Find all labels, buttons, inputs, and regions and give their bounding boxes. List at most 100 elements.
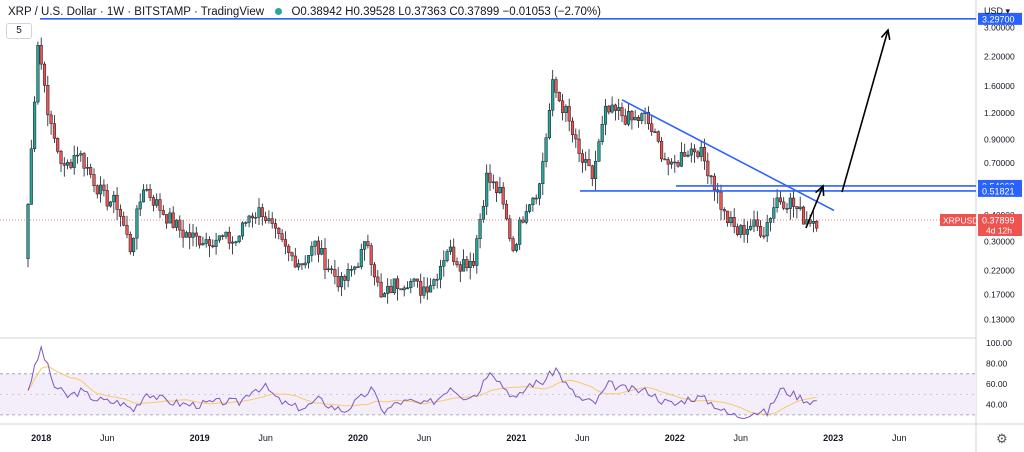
- candle-up: [138, 201, 142, 210]
- candle-down: [349, 269, 353, 271]
- candle-up: [145, 188, 149, 191]
- candle-up: [432, 279, 436, 286]
- candle-down: [165, 214, 169, 224]
- candle-up: [762, 235, 766, 238]
- candle-down: [590, 165, 594, 179]
- rsi-band: [0, 373, 976, 416]
- candle-down: [656, 131, 660, 142]
- candle-down: [683, 152, 687, 157]
- candle-up: [224, 231, 228, 237]
- candle-down: [323, 248, 327, 270]
- candle-down: [49, 114, 53, 124]
- interval-box[interactable]: 5: [6, 23, 32, 39]
- currency-selector[interactable]: USD ▾: [984, 6, 1011, 16]
- candle-up: [72, 155, 76, 168]
- candle-up: [481, 205, 485, 220]
- gear-icon[interactable]: ⚙: [996, 431, 1008, 446]
- candle-up: [240, 222, 245, 237]
- candle-up: [168, 212, 172, 224]
- candle-up: [135, 208, 139, 239]
- candle-up: [438, 265, 443, 280]
- candle-down: [795, 206, 799, 210]
- candle-down: [735, 226, 740, 235]
- candle-up: [132, 237, 136, 253]
- candle-down: [660, 140, 664, 160]
- drawings[interactable]: [40, 18, 976, 229]
- candle-up: [686, 154, 690, 157]
- candle-down: [221, 235, 225, 237]
- price-tick-label: 2.20000: [984, 51, 1015, 61]
- candle-down: [128, 234, 132, 253]
- last-price-box: [978, 213, 1022, 236]
- rsi-pane: [27, 344, 817, 420]
- candle-up: [765, 222, 769, 237]
- candle-up: [297, 263, 301, 268]
- candle-up: [386, 285, 390, 294]
- candle-up: [346, 269, 350, 281]
- candle-up: [201, 243, 205, 246]
- candle-down: [376, 276, 380, 283]
- candle-down: [722, 209, 726, 212]
- last-price-value: 0.37899: [982, 215, 1015, 225]
- candle-down: [534, 197, 538, 200]
- time-tick-label: Jun: [734, 433, 749, 443]
- candle-down: [613, 104, 617, 111]
- candle-down: [759, 226, 763, 237]
- candle-down: [778, 197, 782, 203]
- candle-up: [99, 184, 103, 195]
- candle-down: [250, 215, 254, 219]
- candle-up: [600, 124, 604, 142]
- symbol-title[interactable]: XRP / U.S. Dollar · 1W · BITSTAMP · Trad…: [8, 6, 265, 18]
- price-label-box: [978, 184, 1022, 197]
- candle-down: [95, 185, 99, 195]
- arrow-up-small: [805, 185, 824, 229]
- candle-down: [726, 210, 730, 224]
- candle-up: [811, 220, 815, 224]
- candle-down: [52, 123, 56, 139]
- candle-down: [504, 203, 509, 220]
- candle-down: [372, 264, 377, 278]
- symbol-tag-box: [940, 213, 976, 226]
- candle-down: [501, 187, 505, 205]
- candle-up: [653, 131, 657, 133]
- candle-up: [442, 260, 446, 267]
- candle-down: [161, 210, 165, 215]
- candle-down: [580, 153, 584, 163]
- candle-up: [155, 199, 159, 206]
- candle-up: [603, 105, 608, 125]
- candles: [26, 37, 819, 304]
- candle-down: [574, 134, 578, 140]
- candle-up: [112, 194, 116, 203]
- candle-down: [792, 197, 796, 207]
- candle-up: [353, 266, 357, 270]
- descending-trendline: [621, 99, 835, 212]
- candle-down: [369, 245, 373, 265]
- time-tick-label: Jun: [100, 433, 115, 443]
- candle-up: [237, 235, 241, 243]
- candle-down: [452, 246, 456, 262]
- candle-down: [676, 162, 680, 167]
- candle-down: [630, 111, 634, 121]
- candle-down: [650, 123, 654, 133]
- candle-up: [475, 238, 479, 266]
- candle-down: [425, 286, 429, 293]
- candle-up: [310, 245, 314, 256]
- candle-up: [584, 159, 588, 163]
- rsi-moving-average: [27, 366, 817, 416]
- candle-down: [293, 255, 297, 268]
- candle-up: [610, 104, 614, 113]
- candle-down: [188, 232, 192, 238]
- candle-up: [303, 262, 307, 266]
- candle-up: [204, 239, 208, 244]
- candle-up: [422, 286, 426, 296]
- candle-up: [462, 259, 466, 272]
- candle-down: [465, 259, 469, 269]
- candle-up: [749, 225, 753, 230]
- time-tick-label: 2020: [348, 433, 368, 443]
- symbol-tag: XRPUSD: [943, 215, 978, 225]
- candle-down: [102, 184, 106, 191]
- candle-up: [640, 113, 644, 121]
- candle-down: [396, 278, 400, 289]
- candle-up: [547, 109, 551, 139]
